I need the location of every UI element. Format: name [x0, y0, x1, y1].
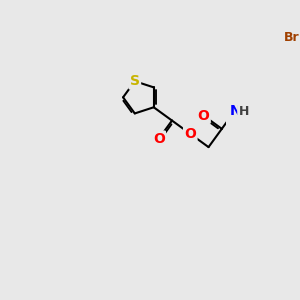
Text: O: O	[184, 127, 196, 141]
Text: O: O	[198, 109, 209, 123]
Text: O: O	[153, 132, 165, 146]
Text: N: N	[229, 103, 241, 118]
Text: S: S	[130, 74, 140, 88]
Text: Br: Br	[284, 31, 299, 44]
Text: H: H	[238, 105, 249, 118]
